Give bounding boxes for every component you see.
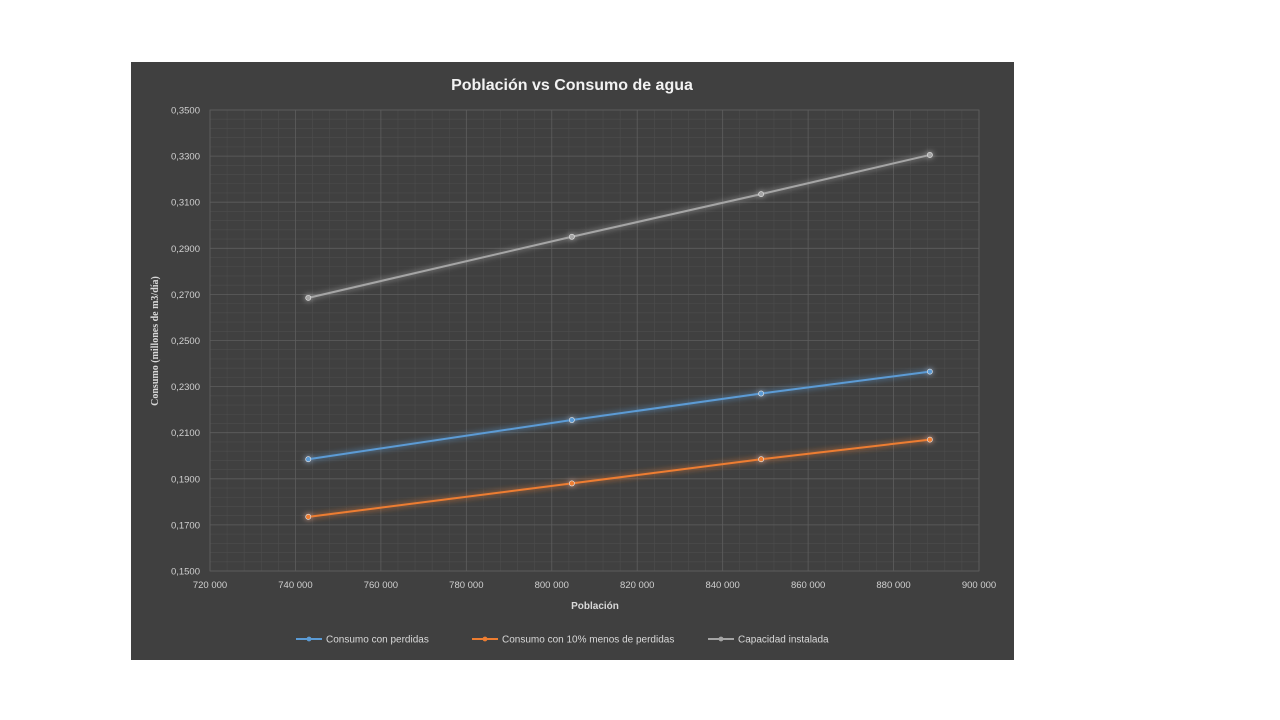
data-point bbox=[758, 456, 765, 463]
series-group bbox=[305, 436, 933, 520]
data-point bbox=[926, 368, 933, 375]
y-axis-title: Consumo (millones de m3/día) bbox=[150, 276, 161, 406]
legend-marker bbox=[718, 636, 724, 642]
x-tick-label: 860 000 bbox=[791, 580, 825, 591]
x-tick-label: 820 000 bbox=[620, 580, 654, 591]
legend-label: Consumo con perdidas bbox=[326, 635, 429, 646]
y-tick-label: 0,2900 bbox=[171, 244, 200, 255]
data-point bbox=[305, 456, 312, 463]
chart-panel: Población vs Consumo de agua 720 000 740 … bbox=[131, 62, 1014, 660]
series-group bbox=[305, 152, 933, 301]
series-line bbox=[308, 370, 930, 461]
data-point bbox=[568, 417, 575, 423]
chart-svg: Población vs Consumo de agua 720 000 740 … bbox=[150, 77, 996, 646]
y-tick-label: 0,1700 bbox=[171, 520, 200, 531]
legend-marker bbox=[482, 636, 488, 642]
y-tick-label: 0,3100 bbox=[171, 198, 200, 209]
x-axis-title: Población bbox=[571, 601, 619, 612]
x-tick-label: 800 000 bbox=[535, 580, 569, 591]
data-point bbox=[758, 191, 765, 198]
y-tick-label: 0,1900 bbox=[171, 474, 200, 485]
data-point bbox=[926, 152, 933, 158]
y-tick-label: 0,3300 bbox=[171, 152, 200, 163]
tick-labels: 720 000 740 000 760 000 780 000 800 000 820 0… bbox=[171, 106, 996, 592]
y-tick-label: 0,2300 bbox=[171, 382, 200, 393]
data-point bbox=[926, 436, 933, 443]
y-tick-label: 0,2100 bbox=[171, 428, 200, 439]
legend-label: Capacidad instalada bbox=[738, 635, 829, 646]
data-point bbox=[305, 513, 312, 520]
data-point bbox=[568, 233, 575, 240]
y-tick-label: 0,1500 bbox=[171, 567, 200, 578]
legend: Consumo con perdidas Consumo con 10% meno… bbox=[296, 635, 829, 646]
legend-label: Consumo con 10% menos de perdidas bbox=[502, 635, 674, 646]
x-tick-label: 880 000 bbox=[876, 580, 910, 591]
y-tick-label: 0,2700 bbox=[171, 290, 200, 301]
data-point bbox=[305, 294, 312, 301]
series-group bbox=[305, 368, 933, 463]
x-tick-label: 760 000 bbox=[364, 580, 398, 591]
legend-marker bbox=[306, 636, 312, 642]
data-point bbox=[568, 480, 575, 487]
x-tick-label: 900 000 bbox=[962, 580, 996, 591]
x-tick-label: 780 000 bbox=[449, 580, 483, 591]
series-layer bbox=[305, 152, 933, 520]
x-tick-label: 740 000 bbox=[278, 580, 312, 591]
chart-title: Población vs Consumo de agua bbox=[451, 77, 693, 94]
x-tick-label: 840 000 bbox=[705, 580, 739, 591]
series-line bbox=[308, 438, 930, 518]
data-point bbox=[758, 390, 765, 397]
plot-area-border bbox=[209, 109, 980, 572]
y-tick-label: 0,3500 bbox=[171, 106, 200, 117]
x-tick-label: 720 000 bbox=[193, 580, 227, 591]
y-tick-label: 0,2500 bbox=[171, 336, 200, 347]
series-line bbox=[308, 153, 931, 299]
grid-layer bbox=[209, 109, 980, 572]
